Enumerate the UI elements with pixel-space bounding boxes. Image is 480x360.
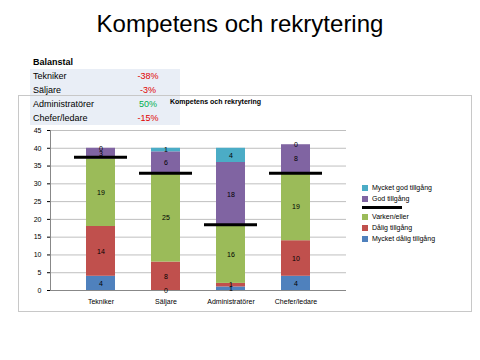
svg-text:19: 19	[97, 189, 105, 196]
svg-text:4: 4	[99, 280, 103, 287]
svg-text:8: 8	[294, 155, 298, 162]
svg-text:1: 1	[229, 285, 233, 292]
html-text:-3%: -3%	[140, 85, 156, 95]
svg-text:10: 10	[292, 255, 300, 262]
html-text:Mycket god tillgång: Mycket god tillgång	[372, 184, 432, 191]
html-text:Chefer/ledare: Chefer/ledare	[33, 113, 88, 123]
svg-text:16: 16	[227, 251, 235, 258]
svg-text:35: 35	[34, 162, 42, 169]
svg-text:Chefer/ledare: Chefer/ledare	[275, 298, 318, 305]
svg-text:0: 0	[164, 287, 168, 294]
html-text:Kompetens och rekrytering: Kompetens och rekrytering	[96, 10, 384, 37]
svg-text:19: 19	[292, 203, 300, 210]
svg-text:25: 25	[34, 198, 42, 205]
svg-text:4: 4	[229, 152, 233, 159]
svg-text:45: 45	[34, 127, 42, 134]
svg-text:Administratörer: Administratörer	[207, 298, 255, 305]
svg-text:25: 25	[162, 214, 170, 221]
svg-text:10: 10	[34, 251, 42, 258]
svg-text:1: 1	[164, 146, 168, 153]
svg-text:0: 0	[38, 287, 42, 294]
svg-text:30: 30	[34, 180, 42, 187]
svg-text:15: 15	[34, 233, 42, 240]
html-text:Säljare: Säljare	[33, 85, 61, 95]
svg-text:8: 8	[164, 273, 168, 280]
html-text:Administratörer: Administratörer	[33, 99, 94, 109]
html-text:Tekniker: Tekniker	[33, 71, 67, 81]
html-text:Mycket dålig tillgång: Mycket dålig tillgång	[372, 235, 435, 242]
svg-text:5: 5	[38, 269, 42, 276]
svg-text:18: 18	[227, 191, 235, 198]
html-text:-15%: -15%	[137, 113, 159, 123]
html-text:Kompetens och rekrytering: Kompetens och rekrytering	[170, 98, 261, 105]
svg-text:6: 6	[164, 159, 168, 166]
html-text:God tillgång: God tillgång	[372, 195, 410, 202]
html-text:Dålig tillgång: Dålig tillgång	[372, 224, 413, 231]
svg-text:40: 40	[34, 145, 42, 152]
svg-text:0: 0	[99, 145, 103, 152]
svg-text:0: 0	[294, 141, 298, 148]
svg-text:4: 4	[294, 280, 298, 287]
html-text:50%: 50%	[139, 99, 157, 109]
svg-text:Tekniker: Tekniker	[88, 298, 115, 305]
html-text:Varken/eller: Varken/eller	[372, 213, 409, 220]
svg-text:1: 1	[229, 281, 233, 288]
html-text:-38%: -38%	[137, 71, 159, 81]
svg-text:14: 14	[97, 248, 105, 255]
html-text:Balanstal: Balanstal	[33, 57, 73, 67]
svg-text:Säljare: Säljare	[155, 298, 177, 306]
svg-text:20: 20	[34, 216, 42, 223]
